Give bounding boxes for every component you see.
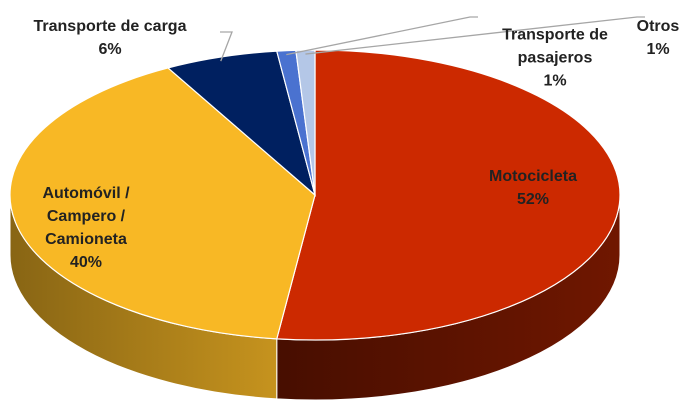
pie-slice: [9, 67, 316, 340]
pie-slice: [276, 49, 621, 341]
category-label: Otros: [636, 18, 680, 35]
data-label: Automóvil / Campero / Camioneta 40%: [16, 182, 156, 274]
value-label: 40%: [69, 254, 103, 271]
category-label: Transporte de pasajeros: [502, 26, 608, 67]
data-label: Transporte de carga 6%: [0, 15, 220, 61]
category-label: Motocicleta: [488, 168, 577, 185]
leader-line: [305, 16, 645, 55]
value-label: 6%: [98, 41, 122, 58]
value-label: 1%: [543, 72, 567, 90]
value-label: 1%: [646, 41, 670, 58]
category-label: Automóvil / Campero / Camioneta: [42, 185, 130, 248]
data-label: Motocicleta 52%: [463, 165, 603, 211]
value-label: 52%: [516, 191, 550, 208]
leader-line: [286, 16, 478, 56]
leader-line: [220, 31, 233, 62]
category-label: Transporte de carga: [33, 18, 187, 35]
data-label: Otros 1%: [628, 15, 688, 61]
data-label: Transporte de pasajeros 1%: [495, 24, 615, 93]
